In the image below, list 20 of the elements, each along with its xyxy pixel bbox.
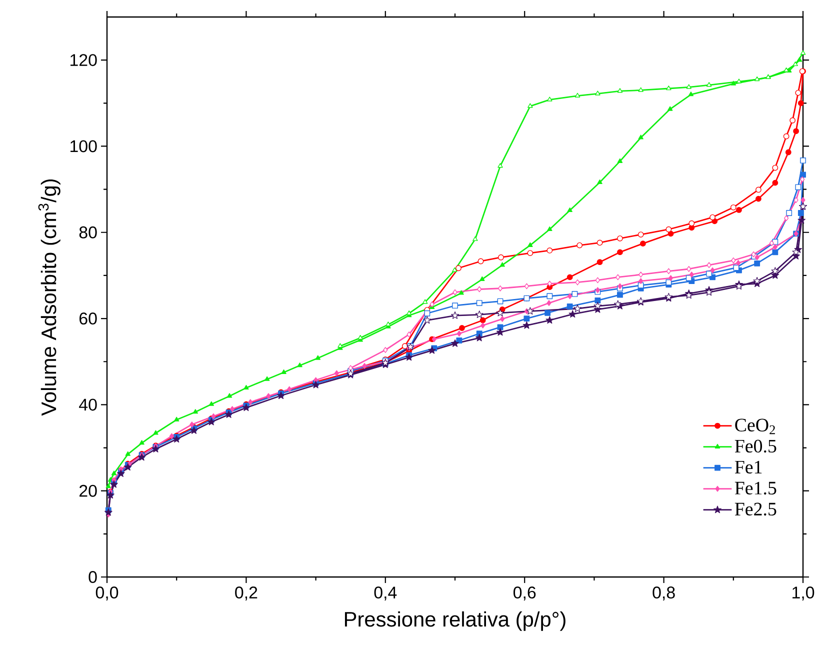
y-tick-label: 60 — [80, 312, 97, 325]
legend-label: Fe0.5 — [734, 440, 776, 453]
x-tick-label: 0,0 — [96, 586, 118, 601]
y-tick-label: 0 — [88, 571, 97, 583]
x-axis-title: Pressione relativa (p/p°) — [344, 611, 566, 631]
y-axis-title: Volume Adsorbito (cm$^{3}$/g) — [38, 179, 60, 416]
y-tick-label: 80 — [79, 226, 97, 238]
x-tick-label: 1,0 — [792, 586, 814, 601]
y-tick-label: 100 — [70, 140, 97, 152]
x-tick-label: 0,6 — [513, 586, 536, 601]
legend-label: Fe1 — [734, 460, 762, 474]
y-tick-label: 120 — [70, 54, 97, 66]
legend-label: CeO$_{2}$ — [735, 418, 775, 434]
x-tick-label: 0,8 — [652, 586, 675, 601]
legend-label: Fe2.5 — [734, 502, 776, 516]
legend-label: Fe1.5 — [734, 482, 776, 495]
y-tick-label: 20 — [80, 484, 97, 497]
y-tick-label: 40 — [79, 398, 97, 411]
x-tick-label: 0,4 — [374, 586, 397, 601]
x-tick-label: 0,2 — [235, 586, 258, 601]
